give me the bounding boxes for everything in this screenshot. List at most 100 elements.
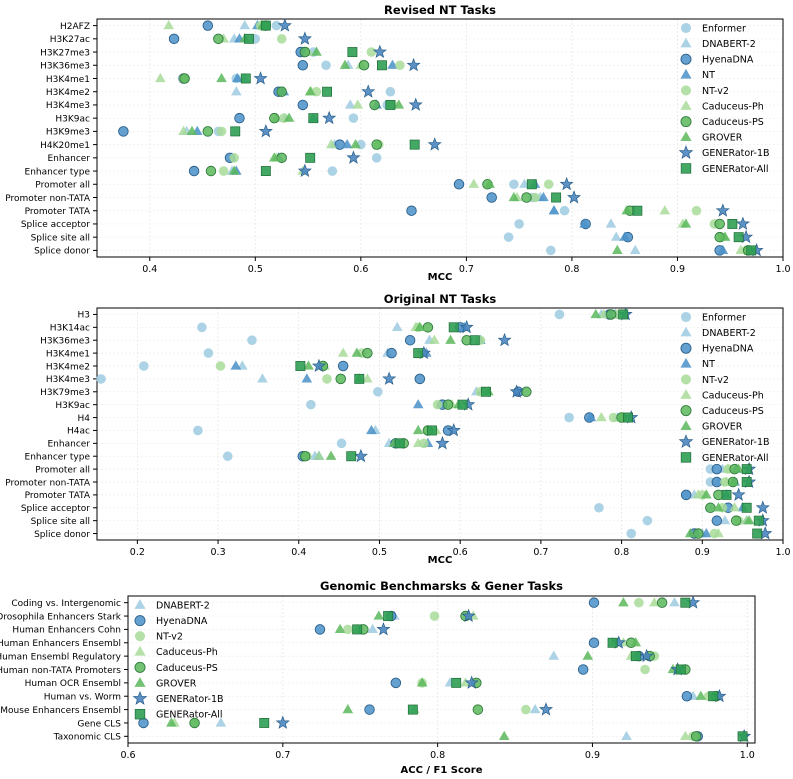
panel-1-point-caduceus-ps-enhancer-type	[205, 165, 217, 177]
panel-3-point-nt-v2-mouse-enhancers-ensembl	[521, 704, 531, 715]
panel-1-point-generator-1b-promoter-all	[559, 176, 574, 191]
panel-2-point-generator-all-h3k4me2	[295, 361, 306, 371]
panel-1-point-generator-1b-h3k36me3	[406, 57, 421, 72]
panel-3-point-grover-human-enhancers-cohn	[334, 623, 346, 634]
panel-1-point-grover-promoter-tata	[621, 205, 633, 215]
panel-2-point-hyenadna-splice-site-all	[711, 515, 723, 526]
panel-1-point-grover-h4k20me1	[350, 139, 361, 149]
panel-3-xtick-label: 1.0	[740, 750, 755, 761]
panel-1-legend-label-grover: GROVER	[702, 133, 743, 144]
panel-1-point-grover-h3k27me3	[311, 46, 322, 56]
panel-3-point-grover-human-ocr-ensembl	[416, 677, 428, 687]
panel-2-point-caduceus-ph-h4	[596, 411, 607, 422]
panel-3-legend-label-generator-all: GENERator-All	[156, 710, 223, 721]
panel-1-point-generator-1b-h3k4me1	[253, 71, 268, 85]
panel-3-point-hyenadna-coding-vs-intergenomic	[588, 597, 600, 608]
panel-1-point-hyenadna-enhancer-type	[188, 165, 200, 177]
panel-3-point-grover-coding-vs-intergenomic	[618, 597, 629, 607]
panel-2-point-generator-1b-h3k79me3	[509, 384, 524, 398]
panel-3-xtick-label: 0.8	[430, 750, 445, 761]
panel-2-point-grover-h3k14ac	[414, 321, 426, 331]
panel-1-point-generator-1b-promoter-non-tata	[567, 190, 582, 204]
panel-1-point-grover-promoter-all	[484, 178, 495, 188]
panel-1-point-generator-1b-enhancer-type	[297, 163, 312, 178]
panel-1-point-nt-v2-h3k27ac	[276, 34, 287, 44]
panel-1-legend-marker-hyenadna	[680, 53, 692, 65]
panel-2-point-generator-1b-enhancer	[435, 435, 450, 450]
panel-1-point-caduceus-ph-h4k20me1	[325, 139, 337, 149]
panel-2-point-generator-all-h4ac	[426, 425, 437, 436]
panel-2-markers	[96, 307, 773, 540]
panel-2-category-h3k4me3: H3K4me3	[46, 375, 90, 385]
panel-3-legend-marker-dnabert-2	[134, 599, 146, 609]
panel-1-point-grover-h3k9ac	[283, 112, 295, 122]
panel-3-point-caduceus-ps-gene-cls	[189, 717, 200, 729]
panel-3-point-caduceus-ps-mouse-enhancers-ensembl	[472, 704, 484, 715]
panel-3-category-human-ensembl-regulatory: Human Ensembl Regulatory	[0, 652, 122, 662]
panel-1-point-grover-enhancer-type	[228, 165, 240, 175]
panel-2-category-h3k4me1: H3K4me1	[46, 349, 90, 359]
panel-2-point-generator-all-h3k36me3	[469, 335, 480, 346]
panel-2-category-enhancer-type: Enhancer type	[25, 453, 91, 463]
panel-3-point-grover-human-vs-worm	[695, 690, 707, 700]
panel-2-frame	[96, 307, 784, 541]
panel-2-legend-marker-nt-v2	[680, 374, 692, 385]
panel-1-point-caduceus-ps-splice-acceptor	[714, 218, 725, 230]
panel-1-point-generator-1b-promoter-tata	[715, 203, 730, 217]
panel-1-title: Revised NT Tasks	[384, 3, 496, 17]
panel-2-legend-label-caduceus-ps: Caduceus-PS	[702, 406, 764, 417]
panel-1-point-enformer-enhancer	[371, 153, 382, 163]
panel-2-point-caduceus-ph-h3k36me3	[429, 334, 440, 344]
panel-1-point-generator-1b-enhancer	[346, 150, 361, 164]
panel-1-point-caduceus-ph-h3k9me3	[178, 125, 189, 136]
panel-2-point-generator-1b-enhancer-type	[353, 448, 368, 463]
panel-1-legend-label-caduceus-ps: Caduceus-PS	[702, 117, 764, 128]
panel-2-point-enformer-h3k79me3	[373, 386, 383, 397]
panel-2-legend-label-caduceus-ph: Caduceus-Ph	[702, 390, 764, 401]
panel-2-point-enformer-h3	[554, 309, 565, 320]
panel-3-point-generator-all-human-non-tata-promoters	[675, 664, 686, 675]
panel-1-xtick-label: 1.0	[775, 264, 790, 275]
panel-3-category-human-non-tata-promoters: Human non-TATA Promoters	[0, 666, 121, 676]
panel-2-point-grover-h4ac	[412, 424, 424, 435]
panel-1-category-h3k4me3: H3K4me3	[46, 101, 90, 111]
panel-1-category-splice-acceptor: Splice acceptor	[21, 220, 90, 230]
panel-2-point-nt-splice-donor	[701, 527, 712, 538]
panel-1-point-caduceus-ps-h3k4me2	[276, 86, 287, 97]
panel-1-category-h3k4me2: H3K4me2	[46, 88, 90, 98]
panel-2-point-grover-h3k36me3	[445, 334, 456, 344]
panel-2-point-generator-all-promoter-all	[741, 464, 752, 475]
panel-1-point-caduceus-ph-h3k4me1	[155, 72, 166, 83]
panel-2-point-nt-h3k4me2	[230, 360, 242, 370]
panel-2-point-enformer-h4	[564, 412, 574, 423]
panel-1-point-generator-all-h4k20me1	[409, 139, 420, 150]
panel-1-point-hyenadna-h3k36me3	[297, 60, 309, 71]
panel-2-legend-label-nt: NT	[702, 359, 715, 370]
panel-3-point-generator-all-human-ocr-ensembl	[451, 677, 462, 688]
panel-1-point-nt-v2-h3k27me3	[366, 47, 377, 57]
panel-1-point-generator-1b-h3k27ac	[297, 31, 312, 45]
panel-2-legend-marker-generator-1b	[678, 434, 694, 449]
panel-1-point-grover-splice-acceptor	[680, 218, 692, 228]
panel-3-point-caduceus-ph-human-ocr-ensembl	[460, 677, 471, 687]
panel-3-title: Genomic Benchmarsks & Gener Tasks	[320, 579, 563, 593]
panel-1-legend-marker-generator-all	[680, 163, 692, 174]
panel-1-legend-marker-generator-1b	[678, 145, 694, 160]
panel-1-point-generator-all-enhancer-type	[260, 166, 271, 177]
panel-3-point-dnabert-2-mouse-enhancers-ensembl	[529, 703, 541, 714]
panel-2-point-grover-splice-acceptor	[713, 502, 724, 512]
panel-3-point-generator-all-gene-cls	[259, 718, 270, 728]
panel-2-xtick-label: 0.9	[695, 547, 710, 558]
panel-3-point-generator-all-coding-vs-intergenomic	[680, 597, 691, 608]
panel-2-xtick-label: 0.5	[372, 547, 387, 558]
panel-3-point-hyenadna-human-ocr-ensembl	[390, 677, 402, 689]
panel-1-point-grover-promoter-non-tata	[508, 191, 520, 202]
panel-1-point-nt-h4k20me1	[341, 139, 353, 149]
panel-1-point-caduceus-ps-h3k36me3	[358, 60, 370, 71]
panel-2-legend: Enformer DNABERT-2 HyenaDNA NT NT-v2 Caduceus…	[678, 311, 770, 464]
panel-2-category-h3: H3	[78, 311, 91, 321]
panel-2-point-generator-all-splice-acceptor	[741, 502, 752, 513]
panel-3-legend-marker-nt-v2	[134, 631, 146, 642]
panel-3-category-coding-vs-intergenomic: Coding vs. Intergenomic	[11, 599, 121, 609]
panel-2-point-grover-splice-donor	[684, 527, 696, 538]
